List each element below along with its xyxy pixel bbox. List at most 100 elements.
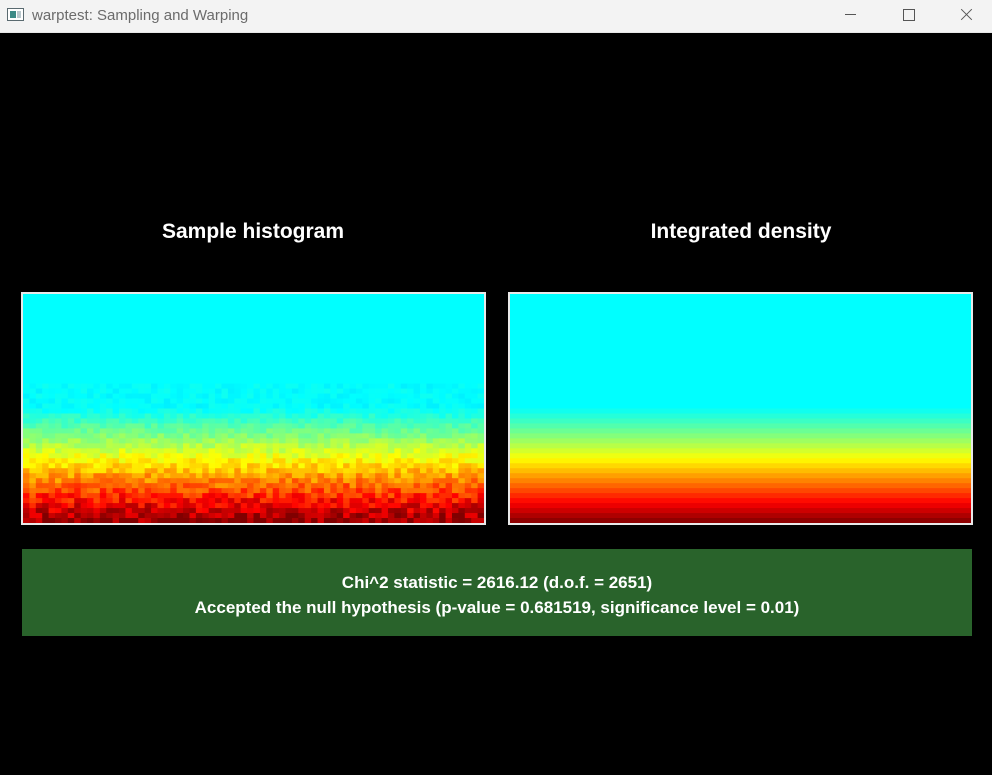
heatmap-cell xyxy=(93,308,101,315)
heatmap-cell xyxy=(93,463,101,469)
heatmap-cell xyxy=(477,388,484,395)
heatmap-cell xyxy=(112,433,120,439)
heatmap-cell xyxy=(234,338,242,345)
heatmap-cell xyxy=(138,393,146,400)
heatmap-cell xyxy=(138,463,146,469)
heatmap-cell xyxy=(266,403,274,410)
heatmap-cell xyxy=(106,358,114,365)
heatmap-cell xyxy=(381,403,389,410)
heatmap-cell xyxy=(247,453,255,459)
heatmap-cell xyxy=(413,298,421,305)
heatmap-cell xyxy=(426,338,434,345)
heatmap-cell xyxy=(426,493,434,499)
heatmap-cell xyxy=(240,513,248,519)
heatmap-cell xyxy=(336,383,344,390)
heatmap-cell xyxy=(106,318,114,325)
heatmap-cell xyxy=(298,413,306,420)
heatmap-cell xyxy=(445,463,453,469)
integrated-density-title: Integrated density xyxy=(650,220,832,243)
heatmap-cell xyxy=(400,453,408,459)
heatmap-cell xyxy=(87,513,95,519)
heatmap-cell xyxy=(368,413,376,420)
heatmap-cell xyxy=(451,303,459,310)
heatmap-cell xyxy=(221,513,229,519)
heatmap-cell xyxy=(439,458,447,464)
heatmap-cell xyxy=(451,333,459,340)
heatmap-cell xyxy=(176,423,184,430)
heatmap-cell xyxy=(445,363,453,370)
heatmap-cell xyxy=(279,378,287,385)
heatmap-cell xyxy=(458,418,466,425)
heatmap-row xyxy=(510,478,971,484)
heatmap-cell xyxy=(55,333,63,340)
heatmap-cell xyxy=(298,408,306,415)
heatmap-cell xyxy=(80,383,88,390)
heatmap-cell xyxy=(259,408,267,415)
heatmap-cell xyxy=(349,303,357,310)
heatmap-cell xyxy=(87,463,95,469)
heatmap-cell xyxy=(80,368,88,375)
heatmap-cell xyxy=(451,373,459,380)
heatmap-cell xyxy=(375,328,383,335)
heatmap-cell xyxy=(413,303,421,310)
heatmap-cell xyxy=(304,383,312,390)
heatmap-cell xyxy=(279,473,287,479)
heatmap-cell xyxy=(74,413,82,420)
heatmap-cell xyxy=(279,408,287,415)
heatmap-cell xyxy=(48,513,56,519)
heatmap-cell xyxy=(471,328,479,335)
heatmap-cell xyxy=(323,443,331,449)
close-button[interactable] xyxy=(937,0,992,32)
heatmap-cell xyxy=(375,388,383,395)
heatmap-cell xyxy=(247,343,255,350)
heatmap-cell xyxy=(311,363,319,370)
heatmap-cell xyxy=(375,348,383,355)
minimize-button[interactable] xyxy=(821,0,879,32)
heatmap-cell xyxy=(176,468,184,474)
heatmap-cell xyxy=(138,383,146,390)
heatmap-cell xyxy=(144,453,152,459)
heatmap-cell xyxy=(151,493,159,499)
heatmap-cell xyxy=(157,443,165,449)
heatmap-cell xyxy=(349,403,357,410)
heatmap-cell xyxy=(279,458,287,464)
heatmap-cell xyxy=(23,298,30,305)
heatmap-cell xyxy=(157,493,165,499)
heatmap-cell xyxy=(471,418,479,425)
heatmap-cell xyxy=(298,323,306,330)
heatmap-cell xyxy=(464,518,472,523)
title-bar[interactable]: warptest: Sampling and Warping xyxy=(0,0,992,33)
heatmap-cell xyxy=(445,323,453,330)
heatmap-cell xyxy=(362,488,370,494)
heatmap-cell xyxy=(144,408,152,415)
heatmap-cell xyxy=(170,458,178,464)
heatmap-cell xyxy=(304,413,312,420)
heatmap-cell xyxy=(419,453,427,459)
heatmap-cell xyxy=(349,338,357,345)
heatmap-cell xyxy=(106,413,114,420)
heatmap-cell xyxy=(266,473,274,479)
heatmap-cell xyxy=(343,473,351,479)
heatmap-cell xyxy=(144,388,152,395)
heatmap-cell xyxy=(87,378,95,385)
heatmap-cell xyxy=(317,498,325,504)
heatmap-cell xyxy=(170,323,178,330)
heatmap-cell xyxy=(131,488,139,494)
heatmap-cell xyxy=(458,468,466,474)
heatmap-cell xyxy=(349,313,357,320)
heatmap-cell xyxy=(144,463,152,469)
maximize-button[interactable] xyxy=(879,0,937,32)
heatmap-cell xyxy=(202,348,210,355)
heatmap-cell xyxy=(80,303,88,310)
heatmap-cell xyxy=(80,453,88,459)
heatmap-cell xyxy=(266,493,274,499)
heatmap-cell xyxy=(279,388,287,395)
heatmap-row xyxy=(510,393,971,400)
heatmap-cell xyxy=(298,463,306,469)
heatmap-cell xyxy=(61,378,69,385)
heatmap-cell xyxy=(202,438,210,444)
heatmap-cell xyxy=(189,363,197,370)
heatmap-cell xyxy=(368,508,376,514)
heatmap-cell xyxy=(343,338,351,345)
heatmap-cell xyxy=(304,313,312,320)
